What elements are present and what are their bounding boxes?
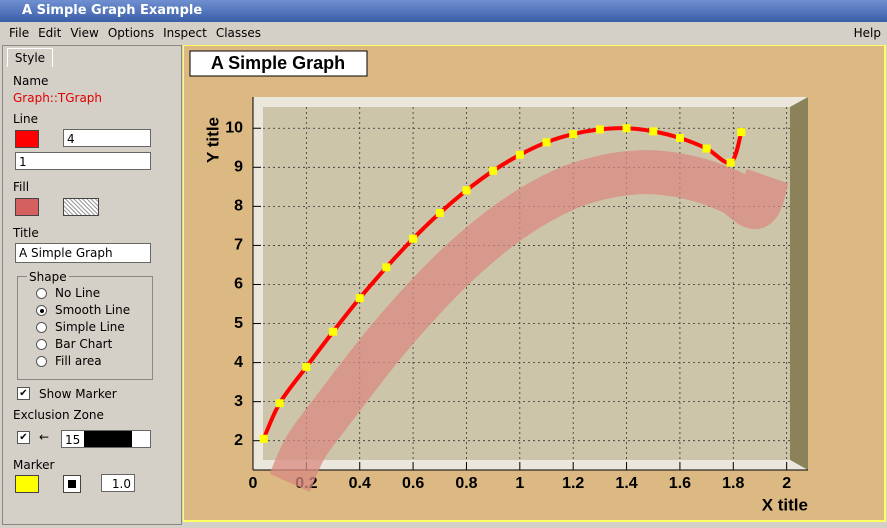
line-color[interactable]	[15, 130, 39, 148]
label: Shape	[27, 270, 69, 284]
x-tick-label: 1.4	[615, 475, 637, 492]
frame-bottom	[253, 460, 808, 470]
checkbox[interactable]: ✔	[17, 387, 30, 400]
x-tick-label: 0	[249, 475, 258, 492]
marker-color[interactable]	[15, 475, 39, 493]
editor-panel: Style Name Graph::TGraph Line 4 1 Fill T…	[2, 45, 182, 525]
marker	[462, 186, 471, 195]
shape-group	[17, 276, 153, 380]
marker	[302, 362, 311, 371]
frame-left	[253, 97, 263, 470]
arrow-label: ←	[39, 430, 50, 444]
label: Marker	[13, 458, 55, 472]
menu-item[interactable]: File	[9, 26, 30, 40]
radio-label: Bar Chart	[55, 337, 113, 351]
title-box	[189, 50, 368, 77]
checkbox-label: Show Marker	[39, 387, 117, 401]
label: Exclusion Zone	[13, 408, 104, 422]
exclusion-zone	[269, 150, 789, 492]
x-tick-label: 1.6	[669, 475, 691, 492]
radio[interactable]	[36, 288, 47, 299]
object-name: Graph::TGraph	[13, 91, 103, 105]
marker	[737, 128, 746, 137]
y-tick-label: 9	[234, 159, 243, 176]
x-tick-label: 2	[782, 475, 791, 492]
radio-label: Simple Line	[55, 320, 125, 334]
x-tick-label: 1	[515, 475, 524, 492]
marker	[329, 327, 338, 336]
menu-help[interactable]: Help	[853, 26, 881, 40]
chart-title: A Simple Graph	[211, 53, 345, 73]
marker	[435, 209, 444, 218]
y-tick-label: 2	[234, 432, 243, 449]
x-axis-title: X title	[762, 495, 808, 514]
y-tick-label: 7	[234, 237, 243, 254]
y-tick-label: 10	[225, 119, 243, 136]
radio-label: Fill area	[55, 354, 102, 368]
window-title: A Simple Graph Example	[22, 3, 203, 18]
y-axis-title: Y title	[203, 117, 222, 163]
line-style[interactable]: 1	[15, 152, 151, 170]
radio[interactable]	[36, 339, 47, 350]
marker	[622, 124, 631, 133]
marker	[515, 150, 524, 159]
radio[interactable]	[36, 356, 47, 367]
radio[interactable]	[36, 305, 47, 316]
exclusion-width[interactable]: 15	[61, 430, 151, 448]
x-tick-label: 0.4	[349, 475, 371, 492]
marker-size[interactable]: 1.0	[101, 474, 135, 492]
x-tick-label: 0.8	[455, 475, 477, 492]
x-tick-label: 1.2	[562, 475, 584, 492]
menu-bar: File Edit View Options Inspect Classes	[0, 22, 887, 44]
marker	[595, 125, 604, 134]
y-tick-label: 5	[234, 315, 243, 332]
marker	[259, 434, 268, 443]
fill-pattern[interactable]	[63, 198, 99, 216]
menu-item[interactable]: View	[70, 26, 99, 40]
label: Name	[13, 74, 49, 88]
radio-label: Smooth Line	[55, 303, 131, 317]
style-tab[interactable]: Style	[7, 48, 53, 67]
label: Fill	[13, 180, 30, 194]
menu-item[interactable]: Edit	[38, 26, 62, 40]
y-tick-label: 3	[234, 393, 243, 410]
marker	[649, 127, 658, 136]
checkbox[interactable]: ✔	[17, 431, 30, 444]
fill-color[interactable]	[15, 198, 39, 216]
y-tick-label: 4	[234, 354, 243, 371]
radio-label: No Line	[55, 286, 101, 300]
label: Title	[13, 226, 39, 240]
y-tick-label: 6	[234, 276, 243, 293]
marker	[569, 130, 578, 139]
marker	[489, 166, 498, 175]
frame-right	[790, 97, 808, 470]
x-tick-label: 1.8	[722, 475, 744, 492]
y-tick-label: 8	[234, 198, 243, 215]
marker	[726, 158, 735, 167]
x-tick-label: 0.6	[402, 475, 424, 492]
menu-item[interactable]: Classes	[215, 26, 262, 40]
menu-item[interactable]: Options	[107, 26, 155, 40]
marker	[275, 399, 284, 408]
title-bar: A Simple Graph Example	[0, 0, 887, 22]
frame-top	[253, 97, 808, 107]
marker	[355, 294, 364, 303]
menu-item[interactable]: Inspect	[163, 26, 207, 40]
marker	[702, 144, 711, 153]
marker	[382, 263, 391, 272]
line-width[interactable]: 4	[63, 129, 151, 147]
marker-style[interactable]	[63, 475, 81, 493]
marker	[675, 134, 684, 143]
marker	[409, 234, 418, 243]
title-input[interactable]: A Simple Graph	[15, 243, 151, 263]
radio[interactable]	[36, 322, 47, 333]
label: Line	[13, 112, 39, 126]
marker	[542, 138, 551, 147]
